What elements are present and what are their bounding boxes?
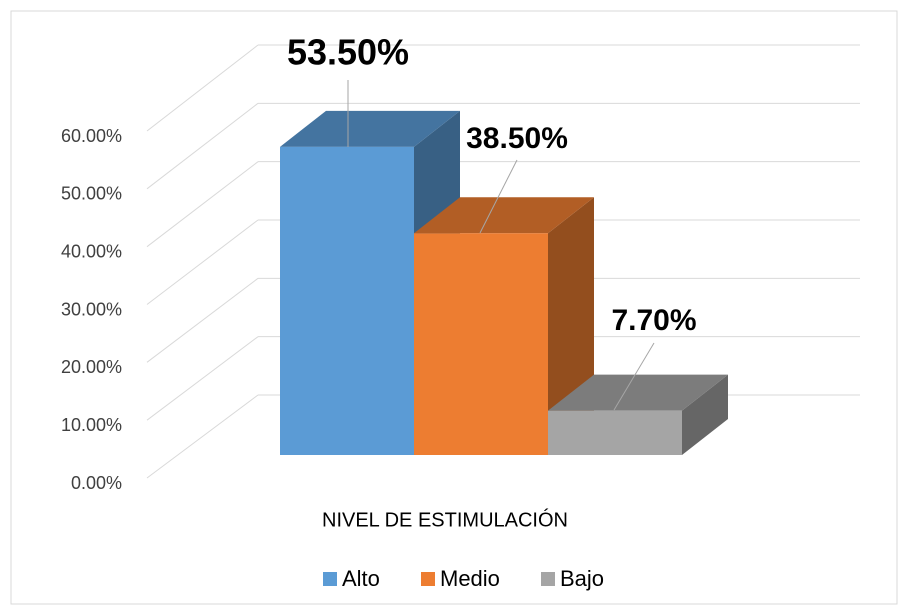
data-label: 38.50% [466, 122, 568, 155]
grid-line [146, 161, 259, 248]
bar-top [548, 374, 728, 411]
grid-line [146, 336, 259, 421]
legend-swatch [323, 572, 337, 586]
grid-line [146, 277, 259, 363]
legend-label: Alto [342, 566, 380, 591]
y-tick-label: 50.00% [61, 184, 122, 204]
y-tick-label: 30.00% [61, 299, 122, 319]
legend-label: Bajo [560, 566, 604, 591]
data-label: 53.50% [287, 32, 409, 73]
legend-swatch [421, 572, 435, 586]
leader-line [613, 342, 655, 411]
leader-line [479, 159, 518, 234]
y-tick-label: 60.00% [61, 126, 122, 146]
y-tick-label: 0.00% [71, 473, 122, 493]
y-tick-label: 40.00% [61, 241, 122, 261]
bar [548, 410, 682, 455]
grid-line [146, 219, 259, 305]
legend-label: Medio [440, 566, 500, 591]
y-tick-label: 10.00% [61, 415, 122, 435]
grid-line [146, 102, 259, 190]
x-axis-category: NIVEL DE ESTIMULACIÓN [322, 508, 568, 531]
data-label: 7.70% [611, 304, 696, 337]
legend-swatch [541, 572, 555, 586]
y-tick-label: 20.00% [61, 357, 122, 377]
bar [414, 233, 548, 455]
bar [280, 146, 414, 455]
grid-line [146, 44, 259, 132]
bar-side [682, 374, 728, 455]
bar-top [280, 110, 460, 147]
grid-line [146, 394, 259, 479]
bar-top [414, 197, 594, 234]
